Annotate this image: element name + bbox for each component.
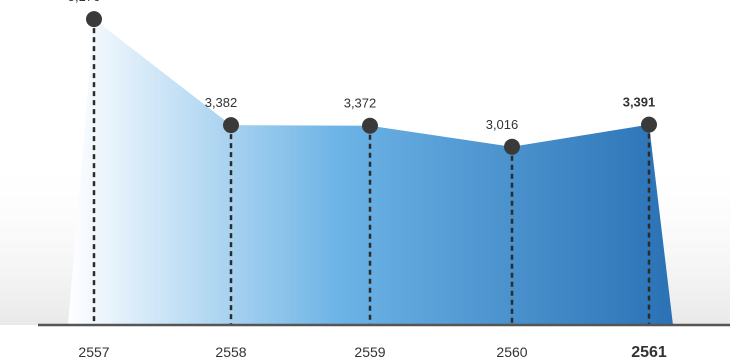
x-tick-label-2561: 2561 [631,344,667,360]
value-label-2559: 3,372 [344,96,377,111]
x-tick-label-layer: 2557 2558 2559 2560 2561 [78,344,666,360]
x-tick-label-2557: 2557 [78,344,109,360]
data-point-2560 [504,139,520,155]
value-label-2558: 3,382 [205,95,238,110]
x-tick-label-2558: 2558 [215,344,246,360]
value-label-2560: 3,016 [486,117,519,132]
data-point-2558 [223,117,239,133]
data-point-2561 [641,117,657,133]
x-tick-label-2559: 2559 [354,344,385,360]
x-tick-label-2560: 2560 [496,344,527,360]
data-point-2557 [86,11,102,27]
value-label-2561: 3,391 [623,95,656,110]
value-label-2557: 5,176 [68,0,101,4]
data-point-2559 [362,118,378,134]
